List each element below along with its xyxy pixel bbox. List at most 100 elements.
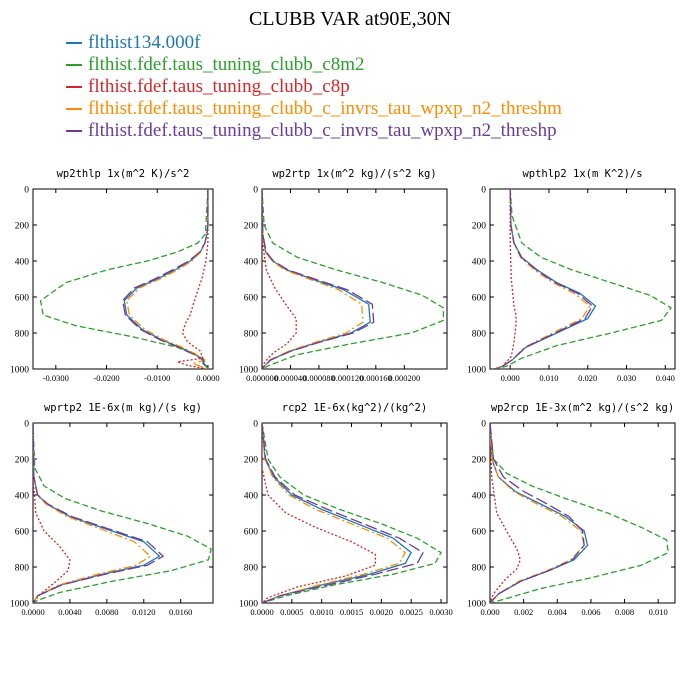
plot-title: rcp2 1E-6x(kg^2)/(kg^2) bbox=[282, 402, 427, 414]
series-line bbox=[33, 423, 151, 603]
legend-label: flthist134.000f bbox=[88, 32, 201, 53]
x-tick-label: 0.000 bbox=[480, 607, 499, 617]
plot-frame bbox=[32, 422, 214, 604]
y-tick-label: 800 bbox=[244, 564, 259, 574]
y-tick-label: 200 bbox=[472, 222, 487, 232]
series-line bbox=[494, 189, 517, 369]
y-tick-label: 600 bbox=[472, 294, 487, 304]
x-tick-label: -0.0200 bbox=[93, 373, 119, 383]
series-line bbox=[262, 189, 375, 369]
legend-item: flthist134.000f bbox=[66, 32, 562, 54]
y-tick-label: 0 bbox=[253, 420, 258, 430]
x-tick-label: 0.000080 bbox=[303, 373, 335, 383]
plot-title: wp2rcp 1E-3x(m^2 kg)/(s^2 kg) bbox=[491, 402, 674, 414]
y-tick-label: 400 bbox=[472, 258, 487, 268]
y-tick-label: 600 bbox=[472, 528, 487, 538]
y-tick-label: 0 bbox=[481, 186, 486, 196]
y-tick-label: 600 bbox=[244, 528, 259, 538]
series-line bbox=[494, 189, 591, 369]
series-line bbox=[490, 423, 585, 603]
y-tick-label: 600 bbox=[244, 294, 259, 304]
plot-frame bbox=[32, 188, 214, 370]
legend-swatch bbox=[66, 64, 82, 66]
y-tick-label: 1000 bbox=[467, 366, 486, 376]
series-line bbox=[122, 189, 209, 369]
x-tick-label: 0.0000 bbox=[250, 607, 273, 617]
series-line bbox=[262, 423, 406, 603]
series-line bbox=[262, 189, 445, 369]
y-tick-label: 1000 bbox=[10, 600, 29, 610]
series-line bbox=[33, 423, 164, 603]
x-tick-label: -0.0300 bbox=[43, 373, 69, 383]
y-tick-label: 800 bbox=[472, 564, 487, 574]
y-tick-label: 400 bbox=[15, 492, 30, 502]
x-tick-label: 0.000000 bbox=[246, 373, 278, 383]
x-tick-label: 0.000 bbox=[501, 373, 520, 383]
legend-item: flthist.fdef.taus_tuning_clubb_c_invrs_t… bbox=[66, 98, 562, 120]
x-tick-label: 0.008 bbox=[615, 607, 634, 617]
x-tick-label: 0.0005 bbox=[280, 607, 303, 617]
series-line bbox=[490, 423, 669, 603]
series-line bbox=[39, 189, 209, 369]
series-line bbox=[494, 189, 672, 369]
x-tick-label: 0.0030 bbox=[429, 607, 452, 617]
legend-label: flthist.fdef.taus_tuning_clubb_c8m2 bbox=[88, 54, 365, 75]
y-tick-label: 400 bbox=[15, 258, 30, 268]
y-tick-label: 200 bbox=[15, 456, 30, 466]
plot-title: wp2rtp 1x(m^2 kg)/(s^2 kg) bbox=[272, 168, 436, 180]
plot-frame bbox=[261, 188, 448, 370]
x-tick-label: 0.0025 bbox=[400, 607, 423, 617]
plot-title: wprtp2 1E-6x(m kg)/(s kg) bbox=[44, 402, 202, 414]
y-tick-label: 0 bbox=[24, 420, 29, 430]
plot-frame bbox=[489, 422, 676, 604]
x-tick-label: 0.0000 bbox=[196, 373, 219, 383]
x-tick-label: 0.000160 bbox=[360, 373, 392, 383]
x-tick-label: 0.006 bbox=[581, 607, 600, 617]
y-tick-label: 200 bbox=[15, 222, 30, 232]
series-line bbox=[33, 423, 71, 603]
legend-label: flthist.fdef.taus_tuning_clubb_c8p bbox=[88, 76, 350, 97]
x-tick-label: 0.020 bbox=[578, 373, 597, 383]
x-tick-label: 0.0020 bbox=[370, 607, 393, 617]
series-line bbox=[490, 423, 521, 603]
y-tick-label: 600 bbox=[15, 528, 30, 538]
plot-frame bbox=[261, 422, 448, 604]
y-tick-label: 1000 bbox=[239, 366, 258, 376]
series-line bbox=[262, 423, 412, 603]
series-line bbox=[262, 423, 442, 603]
x-tick-label: 0.010 bbox=[649, 607, 668, 617]
y-tick-label: 200 bbox=[472, 456, 487, 466]
x-tick-label: 0.010 bbox=[539, 373, 558, 383]
x-tick-label: 0.040 bbox=[656, 373, 675, 383]
x-tick-label: 0.000120 bbox=[331, 373, 363, 383]
y-tick-label: 0 bbox=[253, 186, 258, 196]
series-line bbox=[494, 189, 597, 369]
series-line bbox=[33, 423, 212, 603]
y-tick-label: 400 bbox=[472, 492, 487, 502]
y-tick-label: 800 bbox=[15, 330, 30, 340]
series-line bbox=[262, 189, 364, 369]
y-tick-label: 0 bbox=[481, 420, 486, 430]
legend-swatch bbox=[66, 108, 82, 110]
plot-title: wpthlp2 1x(m K^2)/s bbox=[522, 168, 642, 180]
y-tick-label: 400 bbox=[244, 258, 259, 268]
series-line bbox=[262, 189, 297, 369]
y-tick-label: 1000 bbox=[10, 366, 29, 376]
x-tick-label: 0.000040 bbox=[275, 373, 307, 383]
series-line bbox=[123, 189, 209, 369]
x-tick-label: 0.0120 bbox=[132, 607, 155, 617]
legend-swatch bbox=[66, 42, 82, 44]
x-tick-label: 0.030 bbox=[617, 373, 636, 383]
series-line bbox=[262, 423, 377, 603]
y-tick-label: 800 bbox=[472, 330, 487, 340]
x-tick-label: 0.0010 bbox=[310, 607, 333, 617]
y-tick-label: 1000 bbox=[467, 600, 486, 610]
y-tick-label: 400 bbox=[244, 492, 259, 502]
series-line bbox=[262, 423, 424, 603]
plot-title: wp2thlp 1x(m^2 K)/s^2 bbox=[57, 168, 190, 180]
series-line bbox=[490, 423, 585, 603]
series-line bbox=[490, 423, 589, 603]
series-line bbox=[176, 189, 209, 369]
legend-swatch bbox=[66, 130, 82, 132]
